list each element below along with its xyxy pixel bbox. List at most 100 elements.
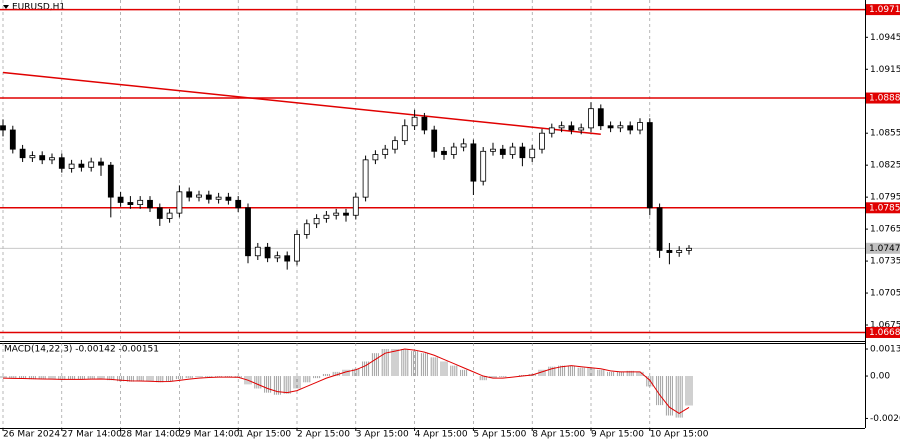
candle-body: [539, 132, 545, 150]
candle-body: [294, 234, 300, 262]
candle-body: [362, 159, 369, 198]
candle-body: [431, 129, 438, 152]
candle-body: [441, 150, 447, 155]
candle-body: [460, 143, 467, 148]
x-tick-label: 28 Mar 14:00: [121, 430, 181, 440]
candle-body: [646, 122, 653, 209]
x-tick-label: 27 Mar 14:00: [62, 430, 122, 440]
level-label: 1.0888: [869, 94, 900, 104]
candle-body: [19, 148, 26, 159]
candle-body: [656, 207, 663, 251]
candle-body: [509, 146, 516, 155]
x-tick-label: 8 Apr 15:00: [532, 430, 585, 440]
level-label: 1.0668: [869, 328, 900, 338]
candle-body: [490, 148, 496, 152]
candle-body: [156, 207, 163, 219]
candle-body: [333, 212, 340, 216]
candle-body: [245, 207, 251, 257]
symbol-marker: [3, 5, 9, 9]
candle-body: [9, 129, 16, 150]
y-tick-label: 1.0945: [870, 33, 900, 43]
macd-signal: [2, 348, 690, 415]
x-tick-label: 1 Apr 15:00: [238, 430, 291, 440]
candle-body: [480, 150, 487, 182]
level-label-box: [866, 202, 900, 214]
candle-body: [58, 157, 65, 169]
y-tick-label: 1.0825: [870, 161, 900, 171]
candle-body: [49, 157, 55, 161]
candle-body: [215, 196, 222, 200]
y-tick-label: 1.0915: [870, 65, 900, 75]
x-tick-label: 5 Apr 15:00: [473, 430, 526, 440]
candle-body: [392, 140, 398, 150]
candle-body: [352, 196, 359, 216]
chart-title: EURUSD,H1: [12, 3, 65, 13]
level-label-box: [866, 4, 900, 16]
level-label-box: [866, 92, 900, 104]
candle-body: [421, 116, 428, 131]
candle-body: [470, 143, 477, 182]
x-tick-label: 3 Apr 15:00: [356, 430, 409, 440]
y-tick-label: 1.0705: [870, 289, 900, 299]
candle-body: [499, 148, 506, 155]
candle-body: [529, 148, 536, 159]
x-tick-label: 9 Apr 15:00: [591, 430, 644, 440]
macd-tick-label: 0.0013: [870, 345, 900, 355]
candle-body: [343, 212, 349, 216]
candle-body: [98, 161, 104, 166]
candle-body: [313, 218, 320, 225]
candle-body: [303, 223, 310, 235]
candle-body: [166, 212, 173, 219]
candle-body: [568, 125, 575, 131]
candle-body: [117, 196, 124, 203]
candle-body: [607, 125, 614, 129]
level-label-box: [866, 326, 900, 338]
candle-body: [88, 161, 95, 168]
y-tick-label: 1.0735: [870, 257, 900, 267]
x-tick-label: 26 Mar 2024: [3, 430, 60, 440]
last-price-box: [866, 242, 900, 254]
candle-body: [323, 214, 330, 219]
candle-body: [225, 196, 232, 201]
last-price-label: 1.0747: [869, 244, 900, 254]
candle-body: [29, 155, 36, 159]
macd-tick-label: -0.00204: [870, 414, 900, 424]
candle-body: [68, 163, 75, 169]
candle-body: [372, 154, 379, 161]
candle-body: [597, 108, 604, 127]
macd-title: MACD(14,22,3) -0.00142 -0.00151: [4, 345, 159, 355]
candle-body: [39, 155, 46, 161]
candle-body: [637, 122, 643, 131]
candle-body: [107, 164, 114, 198]
candle-body: [558, 125, 565, 129]
candle-body: [686, 247, 692, 251]
candle-body: [127, 202, 134, 205]
candle-body: [137, 199, 144, 205]
candle-body: [519, 146, 526, 159]
candle-body: [147, 199, 153, 209]
x-tick-label: 10 Apr 15:00: [650, 430, 709, 440]
y-tick-label: 1.0675: [870, 321, 900, 331]
candle-body: [284, 255, 291, 262]
candle-body: [274, 255, 281, 259]
candle-body: [411, 116, 418, 127]
candle-body: [0, 125, 6, 131]
candle-body: [401, 125, 408, 142]
macd-tick-label: 0.00: [870, 372, 890, 382]
x-tick-label: 2 Apr 15:00: [297, 430, 350, 440]
candle-body: [627, 125, 634, 131]
candle-body: [196, 194, 202, 198]
trendline: [2, 71, 601, 136]
x-tick-label: 29 Mar 14:00: [179, 430, 239, 440]
candle-body: [676, 250, 683, 253]
x-tick-label: 4 Apr 15:00: [415, 430, 468, 440]
candle-body: [176, 191, 183, 214]
candle-body: [235, 199, 242, 209]
candle-body: [205, 194, 212, 200]
candle-body: [578, 127, 585, 131]
y-tick-label: 1.0765: [870, 225, 900, 235]
candle-body: [78, 163, 85, 168]
candle-body: [548, 127, 555, 134]
